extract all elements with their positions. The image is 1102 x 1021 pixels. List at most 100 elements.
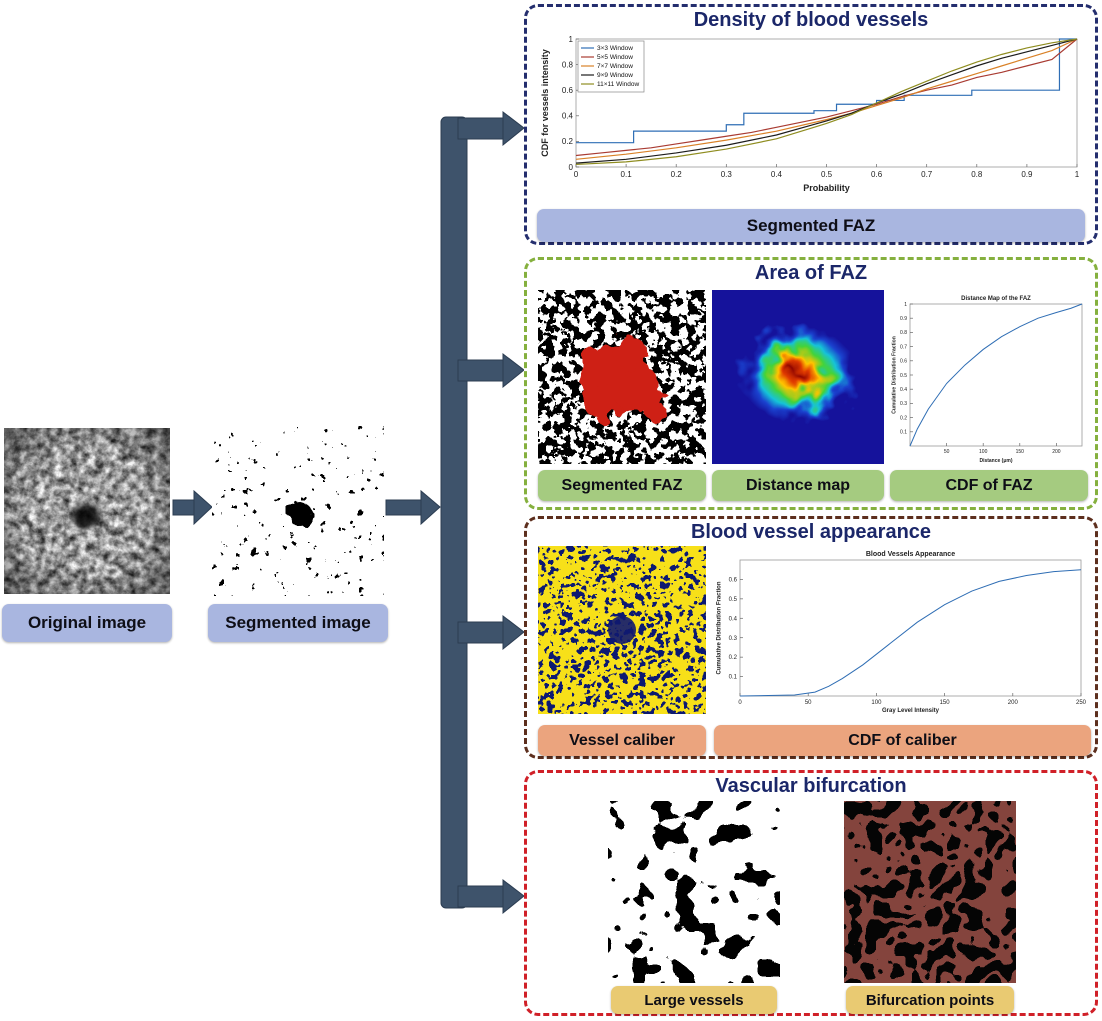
bifurcation-points-image bbox=[844, 801, 1016, 983]
svg-text:7×7 Window: 7×7 Window bbox=[597, 63, 633, 70]
bifurcation-points-label: Bifurcation points bbox=[846, 986, 1014, 1014]
svg-text:0.9: 0.9 bbox=[1021, 170, 1033, 179]
arrow-segmented-to-trunk bbox=[385, 489, 441, 526]
panel-density-title: Density of blood vessels bbox=[693, 9, 929, 31]
distance-map-texture bbox=[712, 290, 884, 464]
svg-text:0.8: 0.8 bbox=[900, 330, 907, 336]
vessel-caliber-texture bbox=[538, 546, 706, 714]
svg-text:0.1: 0.1 bbox=[729, 675, 738, 681]
svg-text:0: 0 bbox=[569, 163, 574, 172]
panel-density: Density of blood vessels 0 0.1 0.2 0.3 0.4 0.… bbox=[524, 4, 1098, 245]
original-image-label: Original image bbox=[2, 604, 172, 642]
svg-text:0.4: 0.4 bbox=[562, 112, 574, 121]
original-octa-image bbox=[4, 428, 170, 594]
svg-text:0.2: 0.2 bbox=[900, 415, 907, 421]
faz-cdf-label: CDF of FAZ bbox=[890, 470, 1088, 501]
vessel-caliber-label-text: Vessel caliber bbox=[569, 731, 675, 749]
arrow-branch-faz bbox=[457, 352, 525, 389]
faz-segmented-image bbox=[538, 290, 706, 464]
svg-text:0.6: 0.6 bbox=[900, 359, 907, 365]
distance-map-label-text: Distance map bbox=[745, 476, 851, 494]
bifurcation-points-label-text: Bifurcation points bbox=[865, 991, 995, 1009]
panel-density-footer-text: Segmented FAZ bbox=[746, 215, 876, 235]
svg-text:100: 100 bbox=[979, 449, 988, 455]
arrow-original-to-segmented bbox=[172, 489, 213, 526]
segmented-image-texture bbox=[212, 426, 384, 596]
svg-text:0.3: 0.3 bbox=[900, 401, 907, 407]
svg-text:0.5: 0.5 bbox=[729, 597, 738, 603]
density-cdf-chart: 0 0.1 0.2 0.3 0.4 0.5 0.6 0.7 0.8 0.9 1 0 0.2 0.4 0.6 0… bbox=[540, 35, 1080, 193]
svg-text:1: 1 bbox=[1075, 170, 1080, 179]
panel-faz-title: Area of FAZ bbox=[754, 262, 868, 284]
caliber-cdf-chart: 0 50 100 150 200 250 0.1 0.2 0.3 0.4 0.5 0.6 Gray Le… bbox=[716, 551, 1086, 714]
arrow-branch-appearance bbox=[457, 614, 525, 651]
svg-text:50: 50 bbox=[805, 700, 812, 706]
svg-text:0.5: 0.5 bbox=[900, 373, 907, 379]
svg-text:150: 150 bbox=[1016, 449, 1025, 455]
svg-text:0.9: 0.9 bbox=[900, 316, 907, 322]
svg-text:Gray Level Intensity: Gray Level Intensity bbox=[882, 708, 940, 714]
svg-text:0.3: 0.3 bbox=[729, 636, 738, 642]
svg-text:0: 0 bbox=[574, 170, 579, 179]
caliber-cdf-label: CDF of caliber bbox=[714, 725, 1091, 756]
svg-text:0.2: 0.2 bbox=[562, 137, 574, 146]
svg-text:11×11 Window: 11×11 Window bbox=[597, 81, 640, 88]
svg-text:150: 150 bbox=[940, 700, 951, 706]
large-vessels-image bbox=[608, 801, 780, 983]
svg-text:Blood Vessels Appearance: Blood Vessels Appearance bbox=[866, 551, 955, 558]
svg-text:0.4: 0.4 bbox=[771, 170, 783, 179]
svg-text:100: 100 bbox=[871, 700, 882, 706]
svg-text:0: 0 bbox=[738, 700, 742, 706]
svg-text:200: 200 bbox=[1052, 449, 1061, 455]
arrow-branch-bifurcation bbox=[457, 878, 525, 915]
arrow-branch-density bbox=[457, 110, 525, 147]
vessel-caliber-label: Vessel caliber bbox=[538, 725, 706, 756]
segmented-octa-image bbox=[212, 426, 384, 596]
svg-text:0.8: 0.8 bbox=[971, 170, 983, 179]
svg-text:0.7: 0.7 bbox=[900, 344, 907, 350]
faz-red-region bbox=[582, 336, 666, 422]
panel-bifurcation-title: Vascular bifurcation bbox=[715, 775, 907, 797]
faz-segmented-texture bbox=[538, 290, 706, 464]
panel-appearance: Blood vessel appearance bbox=[524, 516, 1098, 759]
panel-density-footer-label: Segmented FAZ bbox=[537, 209, 1085, 242]
svg-text:0.4: 0.4 bbox=[729, 616, 738, 622]
svg-text:200: 200 bbox=[1008, 700, 1019, 706]
svg-text:0.3: 0.3 bbox=[721, 170, 733, 179]
distance-map-label: Distance map bbox=[712, 470, 884, 501]
caliber-cdf-label-text: CDF of caliber bbox=[848, 731, 957, 749]
svg-text:0.6: 0.6 bbox=[871, 170, 883, 179]
svg-text:0.6: 0.6 bbox=[562, 86, 574, 95]
original-image-texture bbox=[4, 428, 170, 594]
original-image-label-text: Original image bbox=[27, 613, 147, 632]
faz-segmented-label-text: Segmented FAZ bbox=[561, 476, 683, 494]
svg-text:CDF for vessels intensity: CDF for vessels intensity bbox=[540, 49, 550, 157]
svg-text:Distance (μm): Distance (μm) bbox=[979, 458, 1012, 464]
bifurcation-points-texture bbox=[844, 801, 1016, 983]
svg-text:Probability: Probability bbox=[803, 183, 850, 193]
svg-text:5×5 Window: 5×5 Window bbox=[597, 54, 633, 61]
vessel-caliber-image bbox=[538, 546, 706, 714]
svg-text:Distance Map of the FAZ: Distance Map of the FAZ bbox=[961, 296, 1031, 302]
svg-text:1: 1 bbox=[569, 35, 574, 44]
svg-text:1: 1 bbox=[904, 302, 907, 308]
distance-map-image bbox=[712, 290, 884, 464]
faz-cdf-label-text: CDF of FAZ bbox=[945, 476, 1033, 494]
panel-appearance-title: Blood vessel appearance bbox=[690, 521, 932, 543]
faz-segmented-label: Segmented FAZ bbox=[538, 470, 706, 501]
svg-text:0.5: 0.5 bbox=[821, 170, 833, 179]
svg-text:0.8: 0.8 bbox=[562, 60, 574, 69]
panel-faz: Area of FAZ bbox=[524, 257, 1098, 510]
large-vessels-label-text: Large vessels bbox=[644, 991, 744, 1009]
svg-text:0.1: 0.1 bbox=[621, 170, 633, 179]
svg-text:0.4: 0.4 bbox=[900, 387, 907, 393]
svg-text:0.7: 0.7 bbox=[921, 170, 933, 179]
large-vessels-texture bbox=[608, 801, 780, 983]
arrow-trunk bbox=[440, 116, 468, 909]
svg-text:0.1: 0.1 bbox=[900, 430, 907, 436]
large-vessels-label: Large vessels bbox=[611, 986, 777, 1014]
svg-text:50: 50 bbox=[944, 449, 950, 455]
svg-text:3×3 Window: 3×3 Window bbox=[597, 45, 633, 52]
